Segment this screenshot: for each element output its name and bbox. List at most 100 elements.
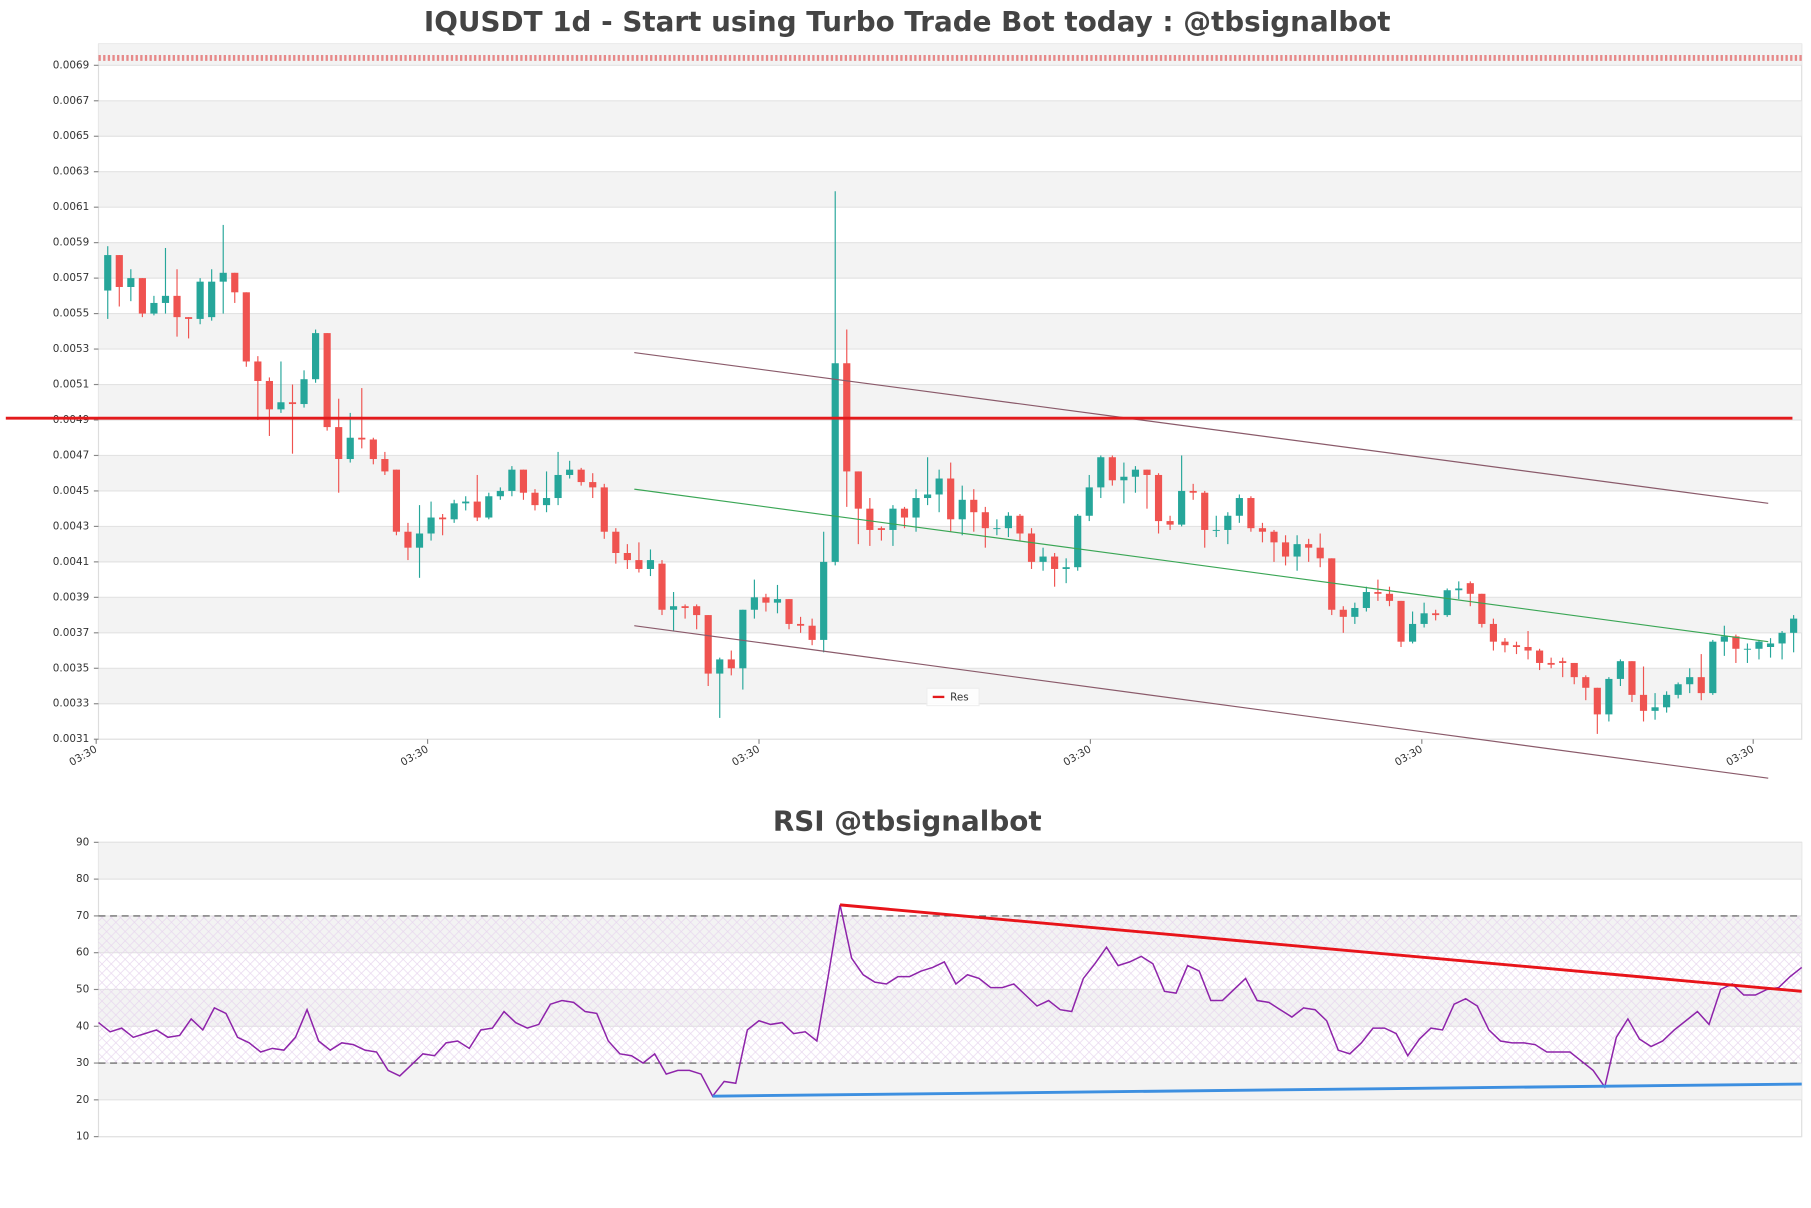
candle-body: [150, 302, 158, 314]
candle-body: [242, 292, 250, 362]
candle-body: [1732, 636, 1740, 649]
candle-body: [820, 561, 828, 640]
candle-body: [1697, 677, 1705, 694]
candle-body: [1027, 533, 1036, 562]
trend-line: [839, 903, 1802, 993]
candle-body: [1743, 648, 1752, 650]
candle-body: [623, 553, 631, 561]
candle-body: [1709, 641, 1717, 694]
y-tick-label: 0.0049: [53, 414, 89, 426]
candle-body: [439, 517, 447, 520]
candle-body: [1328, 558, 1336, 610]
legend-box: [926, 687, 980, 707]
trend-line: [634, 488, 1769, 643]
y-tick-label: 30: [76, 1057, 89, 1069]
candle-body: [1778, 632, 1786, 644]
candle-body: [1559, 661, 1567, 663]
candle-body: [1351, 607, 1359, 617]
candle-body: [1501, 641, 1509, 646]
candle-body: [358, 437, 366, 440]
candle-body: [1247, 498, 1255, 529]
candle-body: [935, 478, 943, 495]
candle-body: [1201, 492, 1209, 530]
candle-body: [877, 528, 885, 530]
candle-body: [808, 625, 816, 640]
candle-body: [1420, 613, 1428, 624]
candle-body: [1385, 593, 1394, 601]
trend-line: [634, 625, 1769, 779]
candle-body: [854, 471, 862, 509]
candle-body: [1016, 515, 1024, 534]
candle-body: [993, 528, 1001, 530]
candle-body: [1154, 474, 1163, 522]
candle-body: [669, 606, 678, 610]
candle-body: [381, 459, 389, 472]
candle-body: [1466, 583, 1474, 594]
candle-body: [277, 402, 285, 410]
candle-body: [693, 606, 701, 616]
y-tick-label: 0.0037: [53, 627, 89, 639]
y-tick-label: 0.0047: [53, 449, 89, 461]
candle-body: [450, 503, 458, 520]
candle-body: [1293, 544, 1301, 557]
trend-line: [712, 1082, 1802, 1098]
candle-body: [404, 531, 412, 548]
candle-body: [1524, 646, 1532, 651]
candle-body: [924, 494, 932, 499]
candle-body: [392, 469, 401, 532]
candle-body: [231, 272, 239, 293]
candle-body: [1131, 469, 1140, 477]
y-tick-label: 0.0033: [53, 698, 89, 710]
candle-body: [1178, 490, 1186, 525]
candle-body: [1766, 643, 1775, 647]
candle-body: [716, 659, 724, 674]
candle-body: [750, 597, 758, 610]
candle-body: [1212, 529, 1220, 531]
candle-body: [1097, 457, 1105, 488]
candle-body: [796, 623, 805, 626]
y-tick-label: 40: [76, 1020, 89, 1032]
candle-body: [427, 517, 435, 534]
legend-label: Res: [950, 692, 969, 704]
candle-body: [1790, 618, 1798, 633]
candle-body: [1224, 515, 1232, 530]
grid-band: [98, 313, 1802, 350]
y-tick-label: 0.0031: [53, 733, 89, 745]
chart-title: IQUSDT 1d - Start using Turbo Trade Bot …: [424, 5, 1391, 38]
candle-body: [1374, 592, 1382, 594]
grid-band: [98, 242, 1802, 279]
candle-body: [519, 469, 528, 493]
y-tick-label: 0.0067: [53, 95, 89, 107]
candle-body: [912, 498, 920, 518]
candle-body: [577, 469, 585, 483]
candle-body: [958, 499, 966, 520]
candle-body: [866, 508, 874, 530]
candle-body: [115, 255, 123, 287]
grid-band: [98, 842, 1802, 880]
candle-body: [1686, 677, 1694, 685]
candle-body: [727, 659, 735, 669]
candle-body: [831, 363, 839, 562]
candle-body: [1663, 694, 1671, 708]
y-tick-label: 0.0035: [53, 662, 89, 674]
candle-body: [1339, 609, 1347, 617]
candle-body: [1720, 636, 1728, 642]
candle-body: [415, 533, 424, 548]
candle-body: [300, 379, 308, 405]
candle-body: [947, 478, 955, 520]
candle-body: [323, 333, 331, 428]
candle-body: [1362, 592, 1370, 608]
candle-body: [600, 487, 608, 532]
candle-body: [646, 560, 655, 569]
trend-line: [634, 352, 1769, 504]
grid-band: [98, 526, 1802, 562]
candle-body: [1593, 687, 1601, 715]
candle-body: [589, 482, 597, 488]
candle-body: [1570, 662, 1578, 678]
candle-body: [1039, 556, 1047, 562]
y-tick-label: 0.0045: [53, 485, 89, 497]
candle-body: [1432, 613, 1440, 616]
candle-body: [658, 563, 666, 610]
candle-body: [335, 427, 343, 460]
